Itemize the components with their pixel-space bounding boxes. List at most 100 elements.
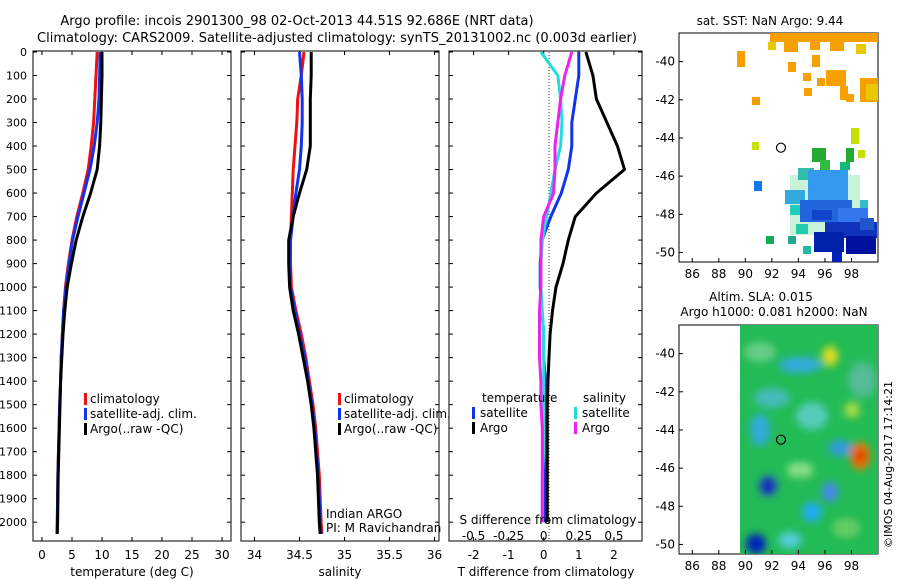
depth-tick-label: 500 bbox=[6, 164, 27, 177]
depth-tick-label: 800 bbox=[6, 234, 27, 247]
legend-swatch-climatology bbox=[84, 393, 87, 405]
legend-swatch-sal-satellite bbox=[574, 407, 577, 419]
sst-mid-cells bbox=[768, 42, 878, 100]
legend-swatch-satellite bbox=[84, 408, 87, 420]
legend-header-temperature: temperature bbox=[482, 391, 557, 405]
map-y-tick-label: -44 bbox=[655, 131, 675, 145]
legend-label-sal-satellite: satellite bbox=[582, 406, 630, 420]
map-x-tick-label: 88 bbox=[711, 559, 726, 573]
temperature-series bbox=[55, 51, 104, 534]
imos-watermark: ©IMOS 04-Aug-2017 17:14:21 bbox=[882, 381, 895, 548]
map-x-tick-label: 86 bbox=[685, 559, 700, 573]
depth-tick-label: 900 bbox=[6, 258, 27, 271]
sst-map-ticks: 86 88 90 92 94 96 98 -40 -42 -44 -46 -48 -50 bbox=[655, 55, 859, 281]
map-y-tick-label: -50 bbox=[655, 537, 675, 551]
x-tick-label: -2 bbox=[468, 548, 480, 562]
depth-tick-label: 1200 bbox=[0, 328, 27, 341]
depth-tick-label: 300 bbox=[6, 117, 27, 130]
temperature-axes bbox=[32, 50, 232, 542]
depth-tick-label: 1700 bbox=[0, 446, 27, 459]
x-tick-label: 5 bbox=[68, 548, 76, 562]
legend-swatch-argo bbox=[84, 423, 87, 435]
legend-label-argo: Argo(..raw -QC) bbox=[90, 422, 183, 436]
difference-top-xlabel: S difference from climatology bbox=[460, 513, 637, 527]
legend-swatch-temp-argo bbox=[472, 422, 475, 434]
x-tick-label: -1 bbox=[503, 548, 515, 562]
salinity-series bbox=[287, 51, 324, 535]
temperature-xlabel: temperature (deg C) bbox=[70, 565, 193, 579]
x-tick-label: 25 bbox=[184, 548, 199, 562]
map-y-tick-label: -40 bbox=[655, 347, 675, 361]
difference-ticks: -2 -1 0 1 2 -0.5 -0.25 0 0.25 0.5 bbox=[449, 51, 642, 562]
x-tick-label: 2 bbox=[610, 548, 618, 562]
difference-series bbox=[538, 51, 626, 523]
map-x-tick-label: 96 bbox=[817, 559, 832, 573]
legend-header-salinity: salinity bbox=[583, 391, 626, 405]
x-tick-label: 36 bbox=[427, 548, 442, 562]
x-tick-label: 20 bbox=[154, 548, 169, 562]
s-tick-label: -0.25 bbox=[493, 529, 524, 543]
depth-tick-label: 1300 bbox=[0, 352, 27, 365]
temperature-ticks: 0 5 10 15 20 25 30 bbox=[33, 51, 231, 562]
series-line bbox=[545, 51, 626, 523]
depth-tick-label: 1400 bbox=[0, 375, 27, 388]
legend-label-temp-satellite: satellite bbox=[480, 406, 528, 420]
argo-location-marker bbox=[775, 434, 787, 445]
x-tick-label: 0 bbox=[540, 548, 548, 562]
sla-anomalies bbox=[744, 342, 876, 554]
legend-label-sal-argo: Argo bbox=[582, 421, 610, 435]
difference-axes bbox=[448, 50, 643, 542]
x-tick-label: 30 bbox=[214, 548, 229, 562]
x-tick-label: 35 bbox=[337, 548, 352, 562]
s-tick-label: 0.25 bbox=[565, 529, 592, 543]
legend-label-argo: Argo(..raw -QC) bbox=[344, 422, 437, 436]
x-tick-label: 15 bbox=[124, 548, 139, 562]
sst-cool-cells bbox=[754, 148, 877, 262]
s-tick-label: 0 bbox=[540, 529, 548, 543]
series-line bbox=[538, 51, 574, 523]
sst-yellowgreen-cells bbox=[752, 128, 865, 158]
depth-tick-label: 0 bbox=[20, 46, 27, 59]
legend-swatch-climatology bbox=[338, 393, 341, 405]
salinity-xlabel: salinity bbox=[318, 565, 361, 579]
map-x-tick-label: 98 bbox=[844, 559, 859, 573]
depth-tick-label: 2000 bbox=[0, 516, 27, 529]
x-tick-label: 35.5 bbox=[376, 548, 403, 562]
series-line bbox=[55, 52, 104, 534]
argo-location-marker bbox=[775, 142, 787, 153]
depth-tick-label: 1600 bbox=[0, 422, 27, 435]
x-tick-label: 1 bbox=[575, 548, 583, 562]
depth-tick-label: 600 bbox=[6, 187, 27, 200]
depth-tick-label: 1500 bbox=[0, 399, 27, 412]
map-x-tick-label: 94 bbox=[791, 559, 806, 573]
sla-map-title-line1: Altim. SLA: 0.015 bbox=[709, 290, 813, 304]
legend-swatch-temp-satellite bbox=[472, 407, 475, 419]
map-x-tick-label: 98 bbox=[844, 267, 859, 281]
map-y-tick-label: -48 bbox=[655, 207, 675, 221]
x-tick-label: 34.5 bbox=[286, 548, 313, 562]
map-y-tick-label: -50 bbox=[655, 245, 675, 259]
depth-axis: 0 100 200 300 400 500 600 700 800 900 1000 1100 1200… bbox=[0, 46, 27, 529]
depth-tick-label: 200 bbox=[6, 93, 27, 106]
depth-tick-label: 700 bbox=[6, 211, 27, 224]
temperature-legend: climatology satellite-adj. clim. Argo(..… bbox=[84, 392, 197, 436]
map-x-tick-label: 92 bbox=[764, 267, 779, 281]
x-tick-label: 0 bbox=[38, 548, 46, 562]
s-tick-label: -0.5 bbox=[462, 529, 485, 543]
series-line bbox=[55, 51, 99, 534]
sla-map-title-line2: Argo h1000: 0.081 h2000: NaN bbox=[680, 305, 867, 319]
salinity-legend: climatology satellite-adj. clim. Argo(..… bbox=[338, 392, 451, 436]
x-tick-label: 10 bbox=[94, 548, 109, 562]
figure-subtitle: Climatology: CARS2009. Satellite-adjuste… bbox=[37, 31, 637, 46]
depth-tick-label: 1100 bbox=[0, 305, 27, 318]
legend-label-climatology: climatology bbox=[344, 392, 414, 406]
map-x-tick-label: 92 bbox=[764, 559, 779, 573]
depth-tick-label: 1000 bbox=[0, 281, 27, 294]
map-x-tick-label: 96 bbox=[817, 267, 832, 281]
difference-legend: temperature salinity satellite Argo sate… bbox=[472, 391, 630, 435]
sla-map-ticks: 86 88 90 92 94 96 98 -40 -42 -44 -46 -48 -50 bbox=[655, 347, 859, 573]
sst-map-field bbox=[737, 33, 878, 262]
map-y-tick-label: -40 bbox=[655, 55, 675, 69]
map-y-tick-label: -46 bbox=[655, 169, 675, 183]
